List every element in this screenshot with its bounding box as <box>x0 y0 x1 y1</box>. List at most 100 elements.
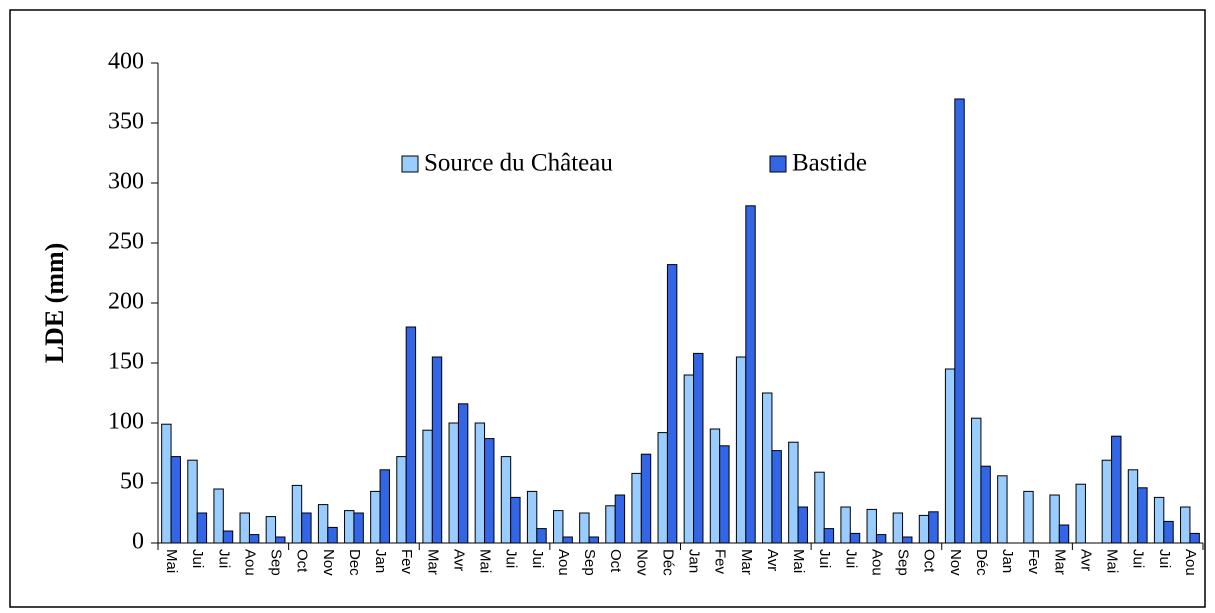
bar <box>379 469 390 544</box>
bar <box>735 356 747 544</box>
bar <box>797 506 808 544</box>
bar <box>1111 435 1122 544</box>
bar <box>875 534 887 544</box>
x-tick-label: Déc <box>659 549 676 576</box>
bar <box>248 534 260 544</box>
bar <box>631 472 642 544</box>
bar <box>170 456 181 544</box>
x-tick-label: Jui <box>816 549 833 568</box>
x-tick-label: Jui <box>842 549 859 568</box>
bar <box>588 536 599 544</box>
x-tick-label: Fev <box>398 549 415 575</box>
bar <box>709 428 721 544</box>
x-tick-label: Oct <box>607 549 624 573</box>
bar <box>431 356 443 544</box>
x-tick-label: Sep <box>895 549 912 576</box>
x-tick-label: Jui <box>1130 549 1147 568</box>
y-tick-label: 0 <box>132 529 144 555</box>
bar <box>1153 496 1165 544</box>
x-tick-label: Fev <box>712 549 729 575</box>
x-tick-label: Mai <box>790 549 807 573</box>
x-tick-label: Sep <box>581 549 598 576</box>
x-tick-label: Aou <box>1182 549 1199 576</box>
x-tick-label: Mai <box>477 549 494 573</box>
bar <box>971 417 982 544</box>
bar <box>771 450 782 544</box>
bar <box>526 490 538 544</box>
bar <box>510 496 521 544</box>
bar <box>840 506 851 544</box>
bar <box>275 536 286 544</box>
x-tick-label: Dec <box>346 549 363 576</box>
y-tick-label: 100 <box>108 409 144 435</box>
bar <box>317 504 329 544</box>
legend-label: Bastide <box>792 150 867 177</box>
bar <box>161 423 172 544</box>
bar <box>396 456 407 544</box>
bar <box>762 392 773 544</box>
bar <box>954 98 965 544</box>
y-tick-label: 200 <box>108 289 144 315</box>
x-tick-label: Mar <box>738 549 755 575</box>
bar <box>500 456 512 544</box>
bar <box>640 453 652 544</box>
bar <box>291 484 303 544</box>
bar <box>1137 487 1148 544</box>
bar <box>370 490 381 544</box>
y-tick-label: 50 <box>120 469 144 495</box>
bar <box>187 459 198 544</box>
bar <box>1075 483 1086 544</box>
x-tick-label: Nov <box>947 549 964 576</box>
bar <box>196 512 208 544</box>
bar <box>605 505 616 544</box>
bar <box>683 374 695 544</box>
bar <box>788 441 799 544</box>
bar <box>918 514 930 544</box>
y-tick-label: 150 <box>108 349 144 375</box>
bar <box>265 516 277 544</box>
bar <box>1058 524 1070 544</box>
x-tick-label: Avr <box>764 549 781 571</box>
bar <box>892 512 904 544</box>
bar <box>562 536 573 544</box>
bar <box>1049 494 1060 544</box>
bar <box>980 465 991 544</box>
legend-swatch <box>769 155 787 173</box>
bar <box>944 368 956 544</box>
bar <box>1163 520 1174 544</box>
x-tick-label: Avr <box>1077 549 1094 571</box>
bar <box>536 528 547 544</box>
x-tick-label: Sep <box>268 549 285 576</box>
legend-swatch <box>401 155 419 173</box>
bar <box>301 512 312 544</box>
x-tick-label: Fev <box>1025 549 1042 575</box>
bar <box>866 508 877 544</box>
bar <box>719 445 730 544</box>
x-tick-label: Mai <box>1104 549 1121 573</box>
legend-label: Source du Château <box>424 150 613 177</box>
bar <box>405 326 417 544</box>
bar <box>614 494 626 544</box>
bar <box>213 488 224 544</box>
bar <box>997 475 1008 544</box>
bar <box>928 511 939 544</box>
x-tick-label: Oct <box>921 549 938 573</box>
x-tick-label: Jui <box>215 549 232 568</box>
x-tick-label: Jui <box>1156 549 1173 568</box>
bar <box>745 205 756 544</box>
x-tick-label: Oct <box>294 549 311 573</box>
x-tick-label: Mai <box>163 549 180 573</box>
bar <box>693 352 704 544</box>
x-tick-label: Nov <box>320 549 337 576</box>
bar <box>1180 506 1191 544</box>
bar <box>222 530 234 544</box>
bar <box>814 471 825 544</box>
x-tick-label: Mar <box>424 549 441 575</box>
x-tick-label: Jui <box>189 549 206 568</box>
x-tick-label: Jui <box>503 549 520 568</box>
bar <box>1127 469 1139 544</box>
x-tick-label: Aou <box>555 549 572 576</box>
bar <box>902 536 913 544</box>
x-tick-label: Jui <box>529 549 546 568</box>
